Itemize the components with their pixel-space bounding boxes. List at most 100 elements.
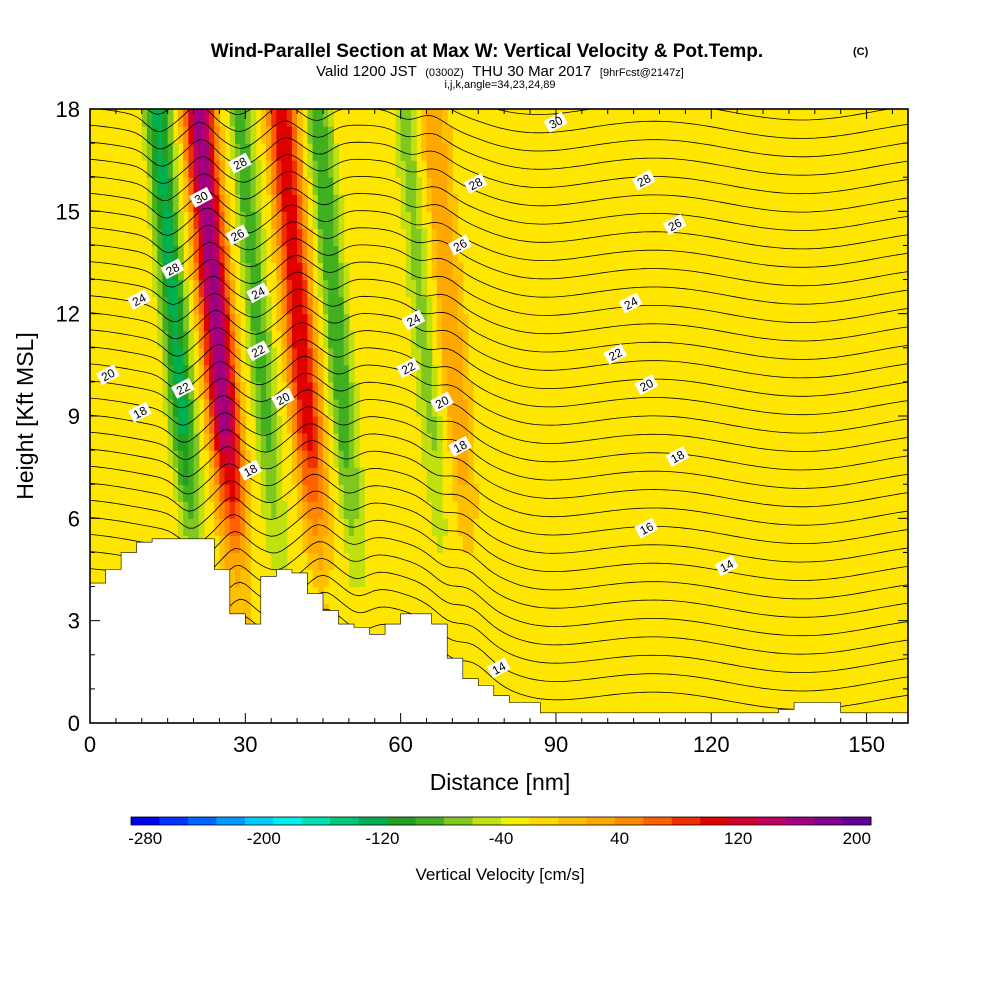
velocity-cell	[167, 450, 174, 468]
velocity-cell	[359, 569, 365, 588]
velocity-cell	[348, 416, 355, 434]
velocity-cell	[317, 398, 324, 417]
velocity-cell	[312, 194, 319, 212]
velocity-cell	[172, 467, 179, 485]
velocity-cell	[442, 262, 448, 281]
velocity-cell	[343, 518, 350, 536]
velocity-cell	[240, 109, 246, 127]
velocity-cell	[312, 398, 319, 417]
velocity-cell	[447, 279, 454, 298]
velocity-cell	[405, 279, 412, 298]
velocity-cell	[234, 347, 241, 366]
velocity-cell	[152, 279, 158, 298]
velocity-cell	[188, 143, 195, 161]
velocity-cell	[426, 143, 433, 161]
svg-text:24: 24	[622, 294, 641, 313]
velocity-cell	[152, 211, 158, 229]
velocity-cell	[266, 381, 272, 400]
velocity-cell	[343, 330, 350, 349]
velocity-cell	[214, 364, 221, 383]
velocity-cell	[203, 279, 210, 298]
velocity-cell	[431, 228, 438, 247]
svg-text:20: 20	[99, 366, 118, 385]
svg-text:22: 22	[606, 345, 625, 364]
velocity-cell	[410, 194, 417, 212]
velocity-cell	[410, 160, 417, 178]
velocity-cell	[219, 467, 226, 485]
svg-text:26: 26	[451, 236, 470, 255]
velocity-cell	[229, 416, 236, 434]
velocity-cell	[442, 126, 448, 144]
velocity-cell	[219, 228, 226, 247]
velocity-cell	[245, 569, 252, 588]
velocity-cell	[416, 228, 422, 247]
velocity-cell	[307, 279, 314, 298]
theta-contour	[90, 271, 908, 342]
title-copyright-mark: (C)	[853, 46, 869, 58]
velocity-cell	[343, 313, 350, 332]
contour-label: 28	[631, 169, 656, 191]
velocity-cell	[172, 416, 179, 434]
velocity-cell	[203, 313, 210, 332]
velocity-cell	[312, 450, 319, 468]
velocity-cell	[281, 228, 288, 247]
velocity-cell	[333, 416, 340, 434]
velocity-cell	[245, 313, 252, 332]
velocity-cell	[410, 143, 417, 161]
velocity-cell	[193, 177, 200, 195]
velocity-cell	[266, 109, 272, 127]
velocity-cell	[281, 518, 288, 536]
contour-label: 22	[171, 377, 195, 399]
velocity-cell	[198, 245, 205, 264]
velocity-cell	[343, 347, 350, 366]
velocity-cell	[203, 245, 210, 264]
velocity-cell	[452, 228, 459, 247]
theta-contour	[90, 171, 908, 231]
velocity-cell	[172, 245, 179, 264]
velocity-cell	[224, 398, 231, 417]
velocity-cell	[462, 467, 469, 485]
velocity-cell	[198, 518, 205, 536]
velocity-cell	[291, 177, 298, 195]
velocity-cell	[229, 330, 236, 349]
velocity-cell	[266, 518, 272, 536]
velocity-cell	[317, 211, 324, 229]
colorbar-tick-labels: -280 -200 -120 -40 40 120 200	[128, 829, 871, 848]
velocity-cell	[240, 279, 246, 298]
velocity-cell	[462, 501, 469, 519]
velocity-cell	[240, 262, 246, 281]
velocity-cell	[328, 552, 334, 571]
velocity-cell	[219, 279, 226, 298]
y-tick-label: 9	[68, 404, 80, 429]
velocity-cell	[421, 433, 428, 451]
theta-contour	[90, 372, 908, 452]
velocity-cell	[245, 245, 252, 264]
velocity-cell	[219, 501, 226, 519]
velocity-cell	[162, 177, 169, 195]
colorbar-swatch	[472, 817, 502, 825]
velocity-cell	[178, 245, 184, 264]
velocity-cell	[281, 262, 288, 281]
velocity-cell	[255, 330, 262, 349]
velocity-cell	[219, 143, 226, 161]
velocity-cell	[328, 245, 334, 264]
velocity-cell	[302, 177, 309, 195]
theta-contour	[90, 221, 908, 287]
velocity-cell	[152, 109, 158, 127]
velocity-cell	[416, 211, 422, 229]
velocity-cell	[302, 313, 309, 332]
velocity-cell	[281, 143, 288, 161]
velocity-cell	[442, 364, 448, 383]
velocity-cell	[333, 143, 340, 161]
velocity-cell	[333, 398, 340, 417]
velocity-cell	[229, 398, 236, 417]
velocity-cell	[260, 398, 267, 417]
velocity-cell	[291, 330, 298, 349]
velocity-cell	[266, 501, 272, 519]
subtitle-valid-time: Valid 1200 JST	[316, 63, 417, 80]
velocity-cell	[219, 433, 226, 451]
velocity-cell	[452, 211, 459, 229]
velocity-cell	[426, 484, 433, 502]
velocity-cell	[307, 228, 314, 247]
velocity-cell	[297, 279, 303, 298]
